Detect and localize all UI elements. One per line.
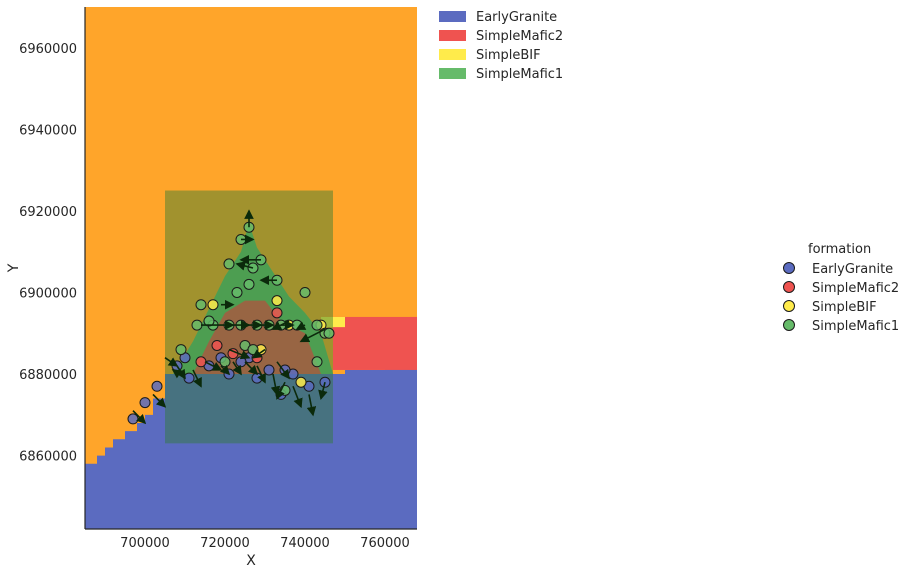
points-legend-label-earlygranite: EarlyGranite xyxy=(812,262,893,277)
point-simplemafic1-3 xyxy=(223,258,235,270)
orientation-vector-20 xyxy=(244,361,259,376)
region-simplemafic2-1 xyxy=(333,316,417,370)
points-legend-marker-earlygranite xyxy=(783,262,795,274)
x-tick-label: 760000 xyxy=(360,536,410,551)
point-simplemafic2-4 xyxy=(195,356,207,368)
point-earlygranite-4 xyxy=(183,372,195,384)
x-tick-label: 740000 xyxy=(280,536,330,551)
point-simplebif-3 xyxy=(295,376,307,388)
orientation-vector-16 xyxy=(192,369,202,388)
point-simplemafic1-26 xyxy=(323,327,335,339)
point-simplemafic1-7 xyxy=(231,286,243,298)
point-earlygranite-16 xyxy=(235,356,247,368)
orientation-vector-24 xyxy=(292,385,303,409)
layers-legend-swatch-simplebif xyxy=(439,49,466,60)
orientation-vector-30 xyxy=(276,361,290,380)
layers-legend-swatch-simplemafic2 xyxy=(439,30,466,41)
orientation-vector-21 xyxy=(256,365,266,384)
point-simplemafic2-2 xyxy=(271,307,283,319)
point-simplemafic1-23 xyxy=(219,356,231,368)
y-tick-label: 6920000 xyxy=(19,205,77,220)
y-tick-label: 6940000 xyxy=(19,123,77,138)
point-simplemafic1-25 xyxy=(311,356,323,368)
plot-area xyxy=(85,7,417,529)
axes: 700000 720000 740000 760000 686000068800006… xyxy=(6,7,417,569)
points-legend: formation EarlyGranite SimpleMafic2 Simple… xyxy=(783,242,899,334)
layers-legend-label-simplemafic1: SimpleMafic1 xyxy=(476,67,563,82)
orientation-vector-14 xyxy=(164,357,179,367)
region-earlygranite-0 xyxy=(85,361,417,529)
x-tick-label: 700000 xyxy=(120,536,170,551)
point-earlygranite-1 xyxy=(139,397,151,409)
point-simplebif-0 xyxy=(207,299,219,311)
x-tick-labels: 700000 720000 740000 760000 xyxy=(120,536,410,551)
point-simplemafic1-27 xyxy=(203,315,215,327)
point-simplemafic1-17 xyxy=(311,319,323,331)
layers-legend: EarlyGranite SimpleMafic2 SimpleBIF SimpleM… xyxy=(439,10,563,82)
y-tick-labels: 6860000 6880000 6900000 6920000 6940000 69600… xyxy=(19,42,77,465)
orientation-vector-3 xyxy=(235,261,254,271)
layers-legend-swatch-earlygranite xyxy=(439,11,466,22)
point-earlygranite-9 xyxy=(263,364,275,376)
orientation-vector-11 xyxy=(295,321,307,330)
orientation-vector-13 xyxy=(271,320,290,330)
orientation-vector-29 xyxy=(171,369,186,379)
y-tick-label: 6900000 xyxy=(19,286,77,301)
region-simplebif-4 xyxy=(321,316,345,328)
point-simplemafic1-19 xyxy=(175,344,187,356)
points-legend-label-simplemafic2: SimpleMafic2 xyxy=(812,281,899,296)
y-tick-label: 6860000 xyxy=(19,450,77,465)
x-axis-label: X xyxy=(246,553,256,569)
point-earlygranite-2 xyxy=(151,380,163,392)
layers-legend-label-earlygranite: EarlyGranite xyxy=(476,10,557,25)
orientation-vector-19 xyxy=(232,361,242,376)
y-tick-label: 6960000 xyxy=(19,42,77,57)
point-simplemafic1-9 xyxy=(195,299,207,311)
point-simplemafic1-6 xyxy=(243,278,255,290)
orientation-vector-28 xyxy=(132,410,147,425)
points-legend-marker-simplemafic2 xyxy=(783,281,795,293)
orientation-vector-18 xyxy=(219,364,231,376)
point-simplebif-2 xyxy=(271,295,283,307)
orientation-vector-32 xyxy=(251,348,266,359)
points-legend-label-simplemafic1: SimpleMafic1 xyxy=(812,319,899,334)
point-simplemafic1-21 xyxy=(247,344,259,356)
points-legend-marker-simplemafic1 xyxy=(783,319,795,331)
orientation-vector-27 xyxy=(152,393,167,408)
y-tick-label: 6880000 xyxy=(19,368,77,383)
point-simplemafic2-0 xyxy=(211,339,223,351)
points-legend-marker-simplebif xyxy=(783,300,795,312)
point-simplemafic1-8 xyxy=(299,286,311,298)
x-tick-label: 720000 xyxy=(200,536,250,551)
orientation-vector-25 xyxy=(306,394,317,417)
orientation-vector-26 xyxy=(318,381,328,401)
orientation-vector-17 xyxy=(204,361,223,371)
y-axis-label: Y xyxy=(6,263,22,273)
orientation-vector-31 xyxy=(228,348,251,360)
point-simplemafic1-22 xyxy=(191,319,203,331)
orientation-vector-12 xyxy=(299,328,326,343)
layers-legend-label-simplemafic2: SimpleMafic2 xyxy=(476,29,563,44)
layers-legend-label-simplebif: SimpleBIF xyxy=(476,48,541,63)
points-legend-label-simplebif: SimpleBIF xyxy=(812,300,877,315)
layers-legend-swatch-simplemafic1 xyxy=(439,68,466,79)
points-legend-title: formation xyxy=(808,242,871,257)
orientation-vector-23 xyxy=(276,381,286,400)
